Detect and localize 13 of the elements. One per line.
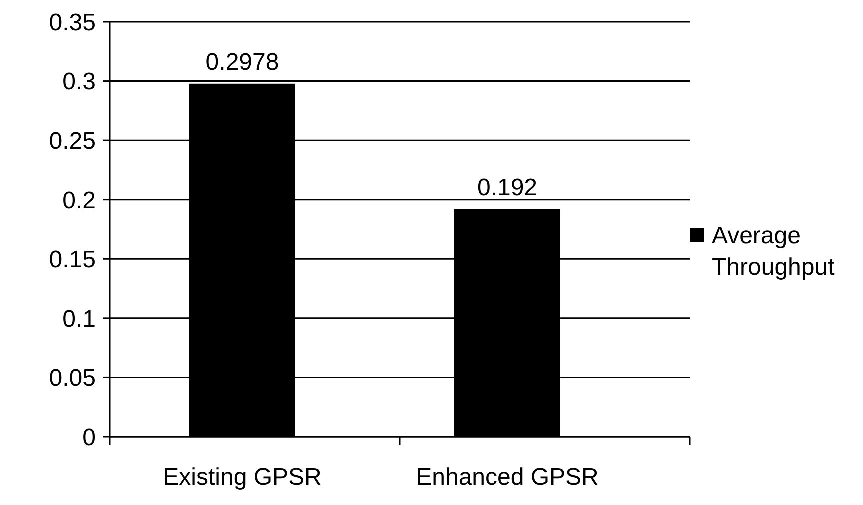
data-label: 0.2978 [206,48,280,76]
x-tick-label: Enhanced GPSR [416,464,599,491]
x-tick-label: Existing GPSR [163,464,322,491]
y-tick-label: 0.3 [62,68,96,96]
y-tick-label: 0.1 [62,306,96,333]
y-tick-label: 0.2 [62,187,96,214]
data-label: 0.192 [477,174,538,202]
y-tick-label: 0 [82,424,96,452]
y-tick-label: 0.25 [49,128,96,155]
y-tick-label: 0.05 [49,365,96,392]
legend-label: Average Throughput [712,222,836,281]
y-tick-label: 0.35 [49,9,96,36]
y-tick-label: 0.15 [49,246,96,274]
